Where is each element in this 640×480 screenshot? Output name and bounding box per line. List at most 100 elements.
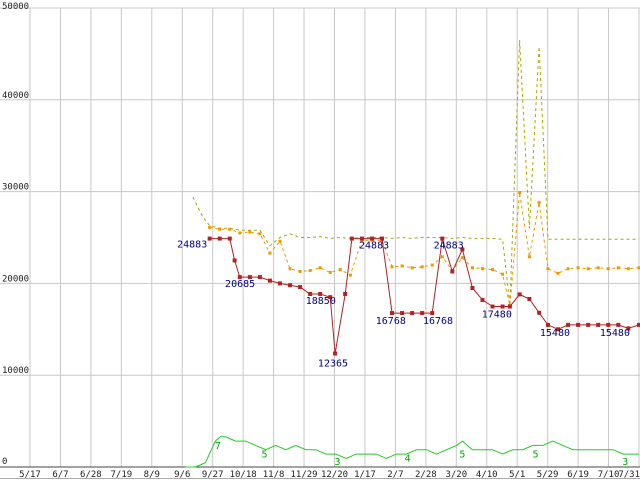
- series-marker-low-price: [430, 311, 435, 316]
- series-marker-low-price: [545, 322, 550, 327]
- series-marker-avg-price: [527, 255, 531, 259]
- series-marker-low-price: [556, 327, 561, 332]
- series-marker-avg-price: [308, 269, 312, 273]
- series-marker-low-price: [637, 322, 640, 327]
- x-axis-tick-label: 10/18: [230, 470, 257, 480]
- price-data-label: 24883: [177, 240, 207, 251]
- x-axis-tick-label: 11/29: [291, 470, 318, 480]
- x-axis-tick-label: 4/10: [476, 470, 498, 480]
- series-marker-avg-price: [208, 225, 212, 229]
- price-data-label: 15480: [540, 328, 570, 339]
- price-data-label: 24883: [434, 241, 464, 252]
- price-data-label: 15480: [600, 328, 630, 339]
- series-marker-low-price: [359, 236, 364, 241]
- series-marker-low-price: [380, 236, 385, 241]
- series-marker-avg-price: [338, 268, 342, 272]
- series-marker-low-price: [298, 285, 303, 290]
- series-marker-avg-price: [390, 265, 394, 269]
- series-marker-low-price: [217, 236, 222, 241]
- series-marker-avg-price: [501, 272, 505, 276]
- series-marker-low-price: [626, 326, 631, 331]
- series-marker-avg-price: [248, 230, 252, 234]
- series-marker-avg-price: [268, 251, 272, 255]
- series-marker-low-price: [517, 292, 522, 297]
- series-marker-low-price: [343, 291, 348, 296]
- x-axis-tick-label: 12/20: [321, 470, 348, 480]
- series-marker-low-price: [460, 247, 465, 252]
- series-marker-low-price: [349, 236, 354, 241]
- x-axis-tick-label: 5/1: [509, 470, 525, 480]
- series-marker-avg-price: [566, 267, 570, 271]
- series-marker-low-price: [257, 275, 262, 280]
- count-data-label: 3: [335, 457, 341, 468]
- x-axis-tick-label: 3/20: [445, 470, 467, 480]
- price-data-label: 16768: [376, 316, 406, 327]
- series-line-low-price: [209, 238, 640, 354]
- series-marker-avg-price: [400, 264, 404, 268]
- y-axis-tick-label: 20000: [2, 274, 29, 284]
- series-marker-avg-price: [288, 267, 292, 271]
- y-axis-tick-label: 50000: [2, 2, 29, 12]
- series-marker-low-price: [527, 297, 532, 302]
- series-marker-avg-price: [218, 227, 222, 231]
- series-marker-low-price: [566, 322, 571, 327]
- series-marker-avg-price: [440, 255, 444, 259]
- series-marker-avg-price: [348, 273, 352, 277]
- series-marker-avg-price: [430, 263, 434, 267]
- count-data-label: 3: [622, 457, 628, 468]
- series-marker-low-price: [277, 281, 282, 286]
- x-axis-tick-label: 5/17: [19, 470, 41, 480]
- series-marker-low-price: [390, 311, 395, 316]
- series-marker-low-price: [288, 283, 293, 288]
- x-axis-tick-label: 1/17: [354, 470, 376, 480]
- series-marker-avg-price: [460, 256, 464, 260]
- x-axis-tick-label: 6/19: [567, 470, 589, 480]
- series-marker-low-price: [450, 269, 455, 274]
- x-axis-tick-label: 9/27: [202, 470, 224, 480]
- series-marker-low-price: [237, 275, 242, 280]
- series-marker-low-price: [207, 236, 212, 241]
- series-marker-avg-price: [556, 271, 560, 275]
- series-marker-low-price: [420, 311, 425, 316]
- series-marker-low-price: [500, 304, 505, 309]
- price-data-label: 17480: [482, 310, 512, 321]
- x-axis-tick-label: 9/6: [174, 470, 190, 480]
- series-marker-low-price: [490, 304, 495, 309]
- series-marker-avg-price: [596, 266, 600, 270]
- series-marker-low-price: [328, 295, 333, 300]
- series-marker-avg-price: [480, 267, 484, 271]
- x-axis-tick-label: 2/7: [387, 470, 403, 480]
- count-data-label: 5: [261, 449, 267, 460]
- series-marker-low-price: [333, 351, 338, 356]
- series-marker-avg-price: [626, 267, 630, 271]
- count-data-label: 5: [532, 449, 538, 460]
- series-marker-avg-price: [518, 191, 522, 195]
- price-data-label: 18850: [306, 296, 336, 307]
- price-data-label: 20685: [225, 279, 255, 290]
- count-data-label: 5: [459, 449, 465, 460]
- series-marker-low-price: [596, 322, 601, 327]
- price-data-label: 12365: [318, 358, 348, 369]
- series-marker-low-price: [480, 297, 485, 302]
- x-axis-tick-label: 2/28: [415, 470, 437, 480]
- x-axis-tick-label: 6/28: [80, 470, 102, 480]
- x-axis-tick-label: 7/19: [111, 470, 133, 480]
- y-axis-tick-label: 0: [2, 457, 7, 467]
- x-axis-tick-label: 8/9: [144, 470, 160, 480]
- series-marker-low-price: [606, 322, 611, 327]
- x-axis-tick-label: 7/10: [598, 470, 620, 480]
- x-axis-tick-label: 6/7: [52, 470, 68, 480]
- series-marker-low-price: [318, 291, 323, 296]
- series-marker-low-price: [586, 322, 591, 327]
- series-marker-avg-price: [546, 267, 550, 271]
- series-marker-low-price: [537, 310, 542, 315]
- y-axis-tick-label: 10000: [2, 366, 29, 376]
- price-data-label: 24883: [359, 241, 389, 252]
- series-marker-avg-price: [576, 266, 580, 270]
- series-marker-low-price: [232, 258, 237, 263]
- series-marker-avg-price: [318, 266, 322, 270]
- series-marker-low-price: [369, 236, 374, 241]
- series-marker-avg-price: [470, 266, 474, 270]
